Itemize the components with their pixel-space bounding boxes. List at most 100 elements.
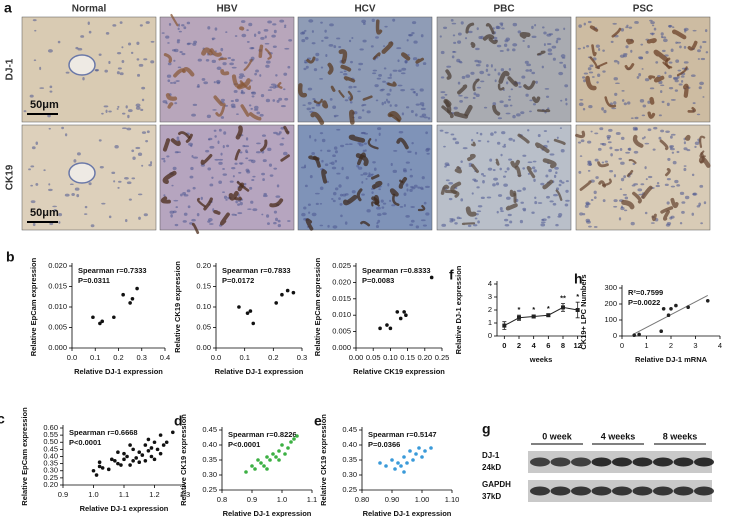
band-name: GAPDH [482,480,511,489]
nucleus [143,58,148,61]
nucleus [698,202,702,206]
nucleus [382,212,387,216]
nucleus [283,151,288,156]
nucleus [118,180,122,183]
nucleus [265,98,271,103]
nucleus [606,134,612,139]
nucleus [348,85,353,89]
nucleus [501,27,505,30]
nucleus [671,151,675,154]
nucleus [533,178,536,183]
y-tick-label: 0.30 [342,470,357,479]
nucleus [649,32,655,35]
nucleus [614,92,618,96]
nucleus [544,87,550,90]
nucleus [87,21,90,25]
point [253,467,257,471]
annotation: R²=0.7599 [628,288,663,297]
x-tick-label: 0 [620,341,624,350]
nucleus [217,140,220,144]
nucleus [23,110,27,113]
nucleus [587,161,592,164]
nucleus [94,69,100,72]
stain [507,76,519,87]
point [531,314,536,319]
nucleus [665,130,670,133]
nucleus [553,193,559,197]
stain [470,41,476,48]
nucleus [656,182,660,185]
nucleus [531,211,535,214]
point [171,430,175,435]
nucleus [535,80,538,84]
nucleus [243,182,247,186]
nucleus [29,94,34,98]
nucleus [597,73,601,77]
nucleus [187,205,191,209]
x-tick-label: 1.0 [88,490,98,499]
x-tick-label: 0.15 [400,353,415,362]
band [612,457,632,467]
x-axis-label: Relative DJ-1 expression [223,509,312,517]
stain [575,130,586,139]
nucleus [250,79,253,82]
nucleus [444,93,448,96]
band [550,457,571,467]
x-tick-label: 0.4 [160,353,170,362]
nucleus [176,151,182,153]
nucleus [98,139,102,142]
stain [209,48,222,57]
nucleus [609,170,614,173]
nucleus [384,101,387,104]
nucleus [328,43,334,47]
nucleus [674,179,679,184]
nucleus [400,88,406,92]
nucleus [583,22,586,26]
nucleus [668,25,672,28]
nucleus [414,151,418,155]
nucleus [477,220,480,224]
stain [526,165,536,179]
stain [535,142,550,154]
stain [596,61,608,70]
nucleus [520,111,525,115]
nucleus [423,116,428,119]
nucleus [88,30,92,34]
significance: * [518,305,521,314]
nucleus [551,45,557,49]
x-tick-label: 0.3 [297,353,307,362]
nucleus [620,28,625,32]
nucleus [192,186,196,190]
nucleus [321,138,326,143]
nucleus [116,51,122,55]
nucleus [582,76,586,79]
nucleus [334,187,339,191]
nucleus [580,139,585,143]
nucleus [308,19,314,23]
nucleus [345,176,349,180]
nucleus [415,103,420,106]
x-tick-label: 0.20 [417,353,432,362]
nucleus [223,131,227,135]
nucleus [239,201,243,206]
nucleus [642,104,647,108]
nucleus [559,61,564,64]
nucleus [487,73,491,76]
nucleus [284,97,289,101]
nucleus [402,168,407,172]
nucleus [522,187,526,191]
nucleus [419,88,424,92]
nucleus [135,106,141,110]
nucleus [234,98,239,103]
nucleus [483,106,488,109]
nucleus [524,60,529,64]
annotation: P<0.0001 [228,440,260,449]
nucleus [357,166,363,170]
nucleus [366,209,371,213]
nucleus [504,224,510,227]
nucleus [426,152,430,155]
nucleus [591,76,595,78]
nucleus [387,100,391,104]
y-tick-label: 0.010 [332,310,351,319]
nucleus [117,186,120,189]
